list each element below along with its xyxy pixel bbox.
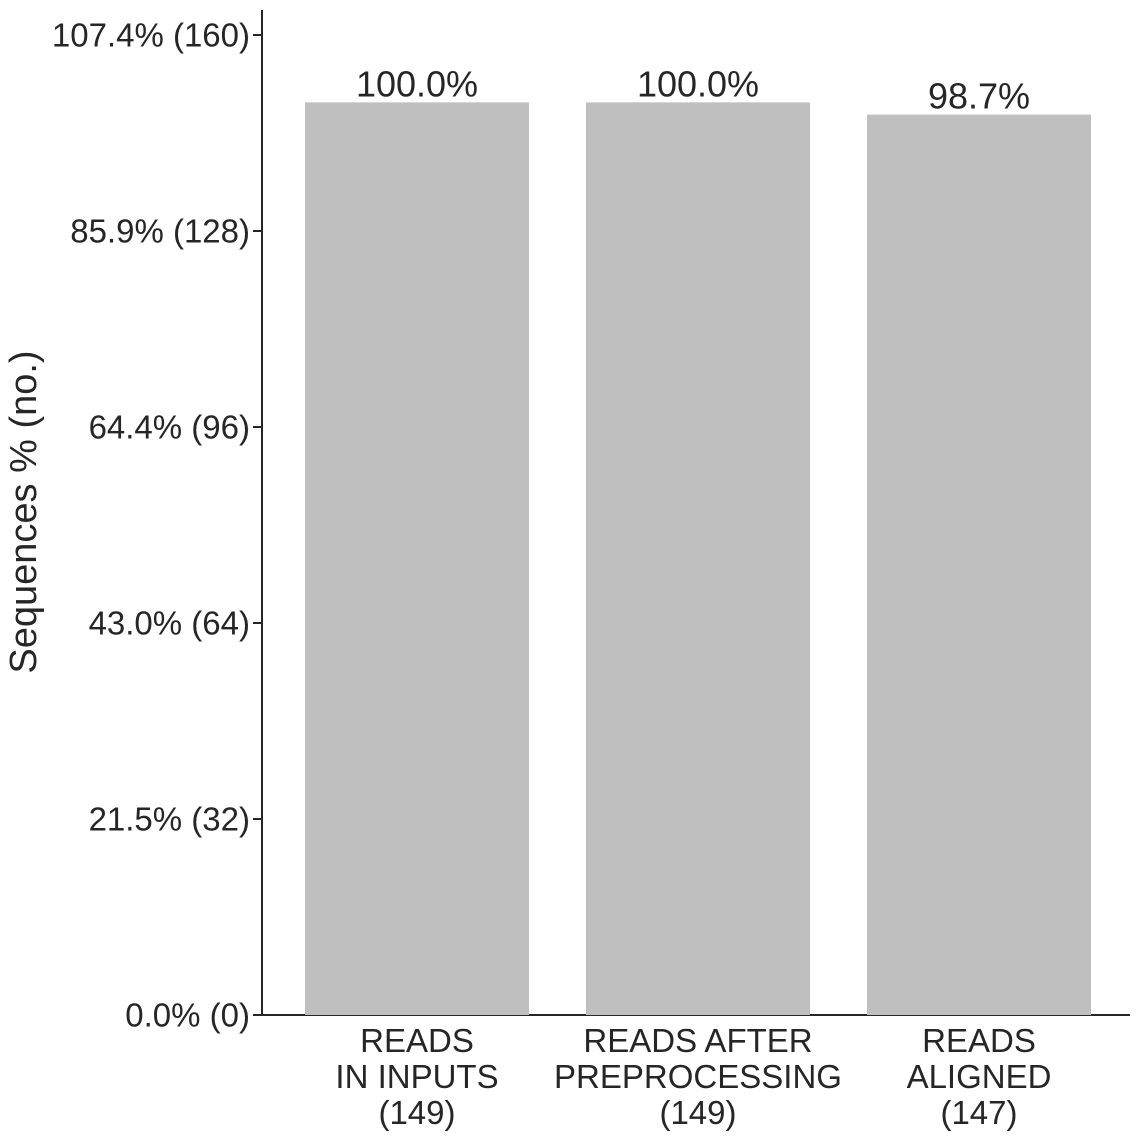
x-category-label-line: READS AFTER [583,1022,812,1059]
bar-data-label: 100.0% [637,63,759,104]
x-category-label-line: ALIGNED [907,1058,1052,1095]
x-category-label-line: READS [922,1022,1036,1059]
x-category-label: READS ALIGNED (147) [907,1022,1052,1131]
bar-data-label: 100.0% [356,63,478,104]
x-category-label-line: (149) [659,1094,736,1131]
x-category-label: READS IN INPUTS (149) [335,1022,498,1131]
x-category-label-line: (149) [378,1094,455,1131]
x-category-label-line: READS [360,1022,474,1059]
y-tick-label: 0.0% (0) [125,997,250,1034]
y-tick-label: 43.0% (64) [89,605,250,642]
bar [867,114,1091,1015]
y-tick-label: 107.4% (160) [52,17,250,54]
x-category-label: READS AFTER PREPROCESSING (149) [554,1022,842,1131]
x-category-label-line: IN INPUTS [335,1058,498,1095]
y-tick-label: 64.4% (96) [89,409,250,446]
y-tick-label: 21.5% (32) [89,801,250,838]
labels: 100.0%READS IN INPUTS (149)100.0%READS AFT… [335,63,1051,1131]
y-tick-label: 85.9% (128) [70,213,250,250]
bars [305,102,1091,1015]
x-category-label-line: PREPROCESSING [554,1058,842,1095]
bar [305,102,529,1015]
x-category-label-line: (147) [940,1094,1017,1131]
axes: 0.0% (0) 21.5% (32) 43.0% (64) 64.4% (96) 85… [3,10,1130,1034]
bar [586,102,810,1015]
bar-data-label: 98.7% [928,76,1030,117]
y-axis-title: Sequences % (no.) [3,350,45,673]
